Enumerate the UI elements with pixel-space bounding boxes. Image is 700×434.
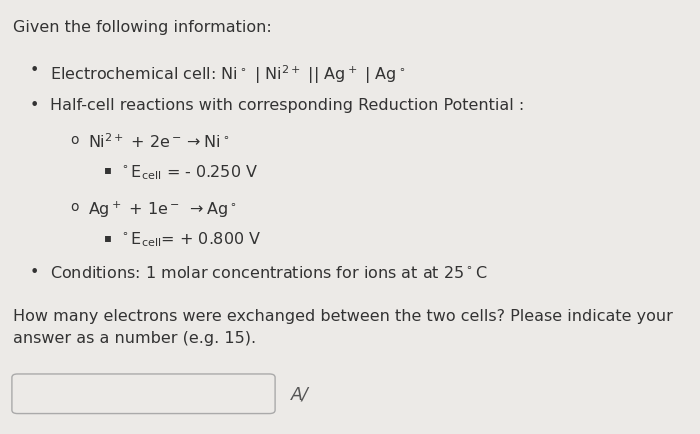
Text: •: • xyxy=(29,63,38,78)
Text: •: • xyxy=(29,265,38,279)
Text: Given the following information:: Given the following information: xyxy=(13,20,272,34)
Text: A/: A/ xyxy=(290,385,308,403)
Text: $^\circ$E$_{\mathrm{cell}}$ = - 0.250 V: $^\circ$E$_{\mathrm{cell}}$ = - 0.250 V xyxy=(119,163,258,181)
Text: Conditions: 1 molar concentrations for ions at at 25$^\circ$C: Conditions: 1 molar concentrations for i… xyxy=(50,265,488,281)
Text: Half-cell reactions with corresponding Reduction Potential :: Half-cell reactions with corresponding R… xyxy=(50,98,525,112)
Text: Ni$^{2+}$ + 2e$^-$$\rightarrow$Ni$^\circ$: Ni$^{2+}$ + 2e$^-$$\rightarrow$Ni$^\circ… xyxy=(88,132,229,151)
FancyBboxPatch shape xyxy=(12,374,275,414)
Text: Ag$^+$ + 1e$^-$ $\rightarrow$Ag$^\circ$: Ag$^+$ + 1e$^-$ $\rightarrow$Ag$^\circ$ xyxy=(88,200,237,220)
Text: $^\circ$E$_{\mathrm{cell}}$= + 0.800 V: $^\circ$E$_{\mathrm{cell}}$= + 0.800 V xyxy=(119,230,261,249)
Text: ▪: ▪ xyxy=(104,230,111,243)
Text: Electrochemical cell: Ni$^\circ$ | Ni$^{2+}$ || Ag$^+$ | Ag$^\circ$: Electrochemical cell: Ni$^\circ$ | Ni$^{… xyxy=(50,63,405,85)
Text: How many electrons were exchanged between the two cells? Please indicate your
an: How many electrons were exchanged betwee… xyxy=(13,308,673,345)
Text: ▪: ▪ xyxy=(104,163,111,176)
Text: o: o xyxy=(70,200,78,214)
Text: o: o xyxy=(70,132,78,146)
Text: •: • xyxy=(29,98,38,112)
